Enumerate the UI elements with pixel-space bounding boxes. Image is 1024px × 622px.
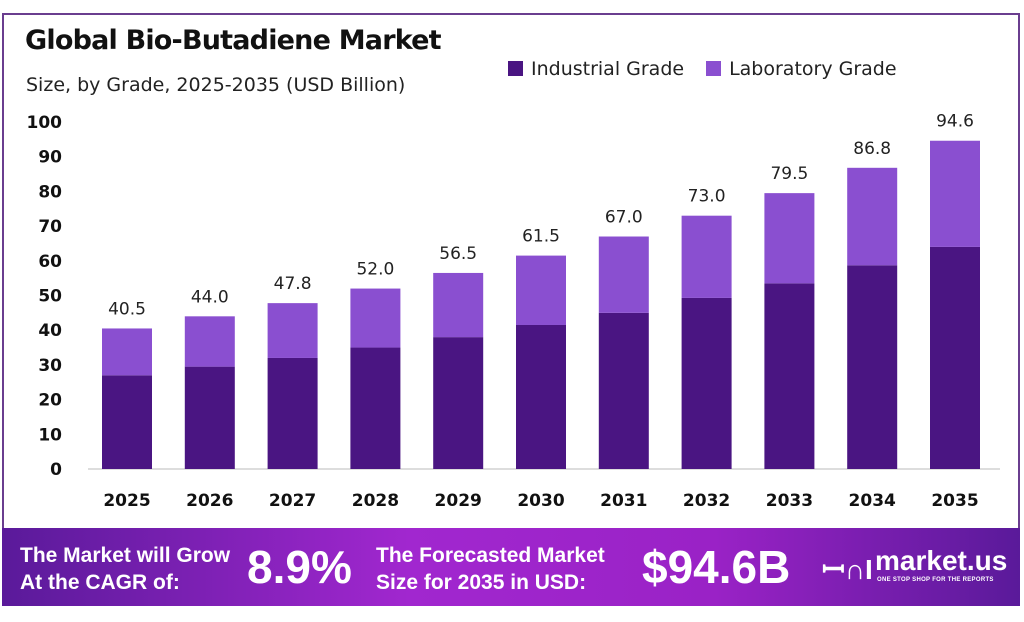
bar-industrial-2034: [847, 265, 898, 469]
total-label: 79.5: [770, 164, 808, 184]
forecast-label-1: The Forecasted Market: [376, 544, 605, 567]
bar-laboratory-2029: [433, 272, 484, 338]
x-tick-label: 2027: [269, 491, 316, 511]
total-label: 56.5: [439, 244, 477, 264]
x-tick-label: 2031: [600, 491, 647, 511]
x-tick-label: 2033: [766, 491, 813, 511]
y-tick-label: 80: [38, 182, 62, 202]
bar-industrial-2035: [930, 246, 980, 469]
bar-industrial-2028: [350, 347, 401, 469]
forecast-value: $94.6B: [642, 541, 791, 593]
x-tick-label: 2025: [103, 491, 150, 511]
y-tick-label: 40: [38, 321, 62, 341]
brand-tagline: ONE STOP SHOP FOR THE REPORTS: [877, 577, 994, 583]
x-tick-label: 2028: [352, 491, 399, 511]
bar-laboratory-2030: [516, 255, 566, 325]
y-tick-label: 30: [38, 356, 62, 376]
bar-laboratory-2031: [598, 236, 649, 313]
cagr-value: 8.9%: [247, 541, 352, 593]
bar-laboratory-2034: [847, 167, 898, 266]
x-tick-label: 2035: [931, 491, 978, 511]
cagr-label-2: At the CAGR of:: [20, 571, 180, 594]
total-label: 40.5: [108, 299, 146, 319]
bar-laboratory-2026: [184, 316, 235, 367]
bar-industrial-2031: [598, 312, 649, 469]
total-label: 52.0: [356, 260, 394, 280]
y-tick-label: 70: [38, 217, 62, 237]
y-tick-label: 50: [38, 287, 62, 307]
legend-item-laboratory: Laboratory Grade: [706, 58, 897, 80]
bar-industrial-2026: [184, 366, 235, 469]
chart-frame: [2, 13, 1020, 605]
legend-label: Laboratory Grade: [729, 58, 897, 80]
legend-swatch: [706, 61, 722, 76]
total-label: 44.0: [191, 287, 229, 307]
bar-industrial-2027: [267, 357, 318, 469]
brand-name: market.us: [875, 545, 1008, 576]
bar-industrial-2033: [764, 283, 815, 469]
legend: Industrial Grade Laboratory Grade: [508, 58, 897, 80]
bar-laboratory-2028: [350, 288, 401, 348]
bar-industrial-2025: [102, 375, 152, 469]
bar-laboratory-2033: [764, 193, 815, 284]
y-tick-label: 0: [50, 460, 62, 480]
total-label: 47.8: [274, 274, 312, 294]
bar-laboratory-2027: [267, 303, 318, 358]
legend-item-industrial: Industrial Grade: [508, 58, 684, 80]
x-tick-label: 2026: [186, 491, 233, 511]
y-tick-label: 10: [38, 425, 62, 445]
total-label: 94.6: [936, 112, 974, 132]
total-label: 67.0: [605, 208, 643, 228]
forecast-label-2: Size for 2035 in USD:: [376, 571, 587, 594]
footer-banner: The Market will Grow At the CAGR of: 8.9…: [2, 528, 1020, 606]
bar-laboratory-2032: [681, 215, 732, 298]
x-tick-label: 2029: [435, 491, 482, 511]
legend-swatch: [508, 61, 523, 76]
y-tick-label: 100: [27, 113, 63, 133]
y-tick-label: 60: [38, 252, 62, 272]
y-tick-label: 20: [38, 391, 62, 411]
bar-industrial-2032: [681, 297, 732, 469]
brand-logo-icon: ꟷ∩I: [822, 554, 873, 585]
legend-label: Industrial Grade: [531, 58, 685, 80]
bar-laboratory-2035: [930, 140, 980, 247]
chart-title: Global Bio-Butadiene Market: [25, 25, 442, 56]
total-label: 73.0: [688, 187, 726, 207]
x-tick-label: 2034: [849, 491, 896, 511]
y-tick-label: 90: [38, 148, 62, 168]
x-tick-label: 2032: [683, 491, 730, 511]
cagr-label-1: The Market will Grow: [20, 544, 231, 567]
bar-industrial-2029: [433, 337, 484, 469]
x-tick-label: 2030: [517, 491, 564, 511]
bar-industrial-2030: [516, 324, 566, 469]
total-label: 86.8: [853, 139, 891, 159]
total-label: 61.5: [522, 227, 560, 247]
chart-subtitle: Size, by Grade, 2025-2035 (USD Billion): [26, 74, 406, 96]
bar-laboratory-2025: [102, 328, 152, 376]
